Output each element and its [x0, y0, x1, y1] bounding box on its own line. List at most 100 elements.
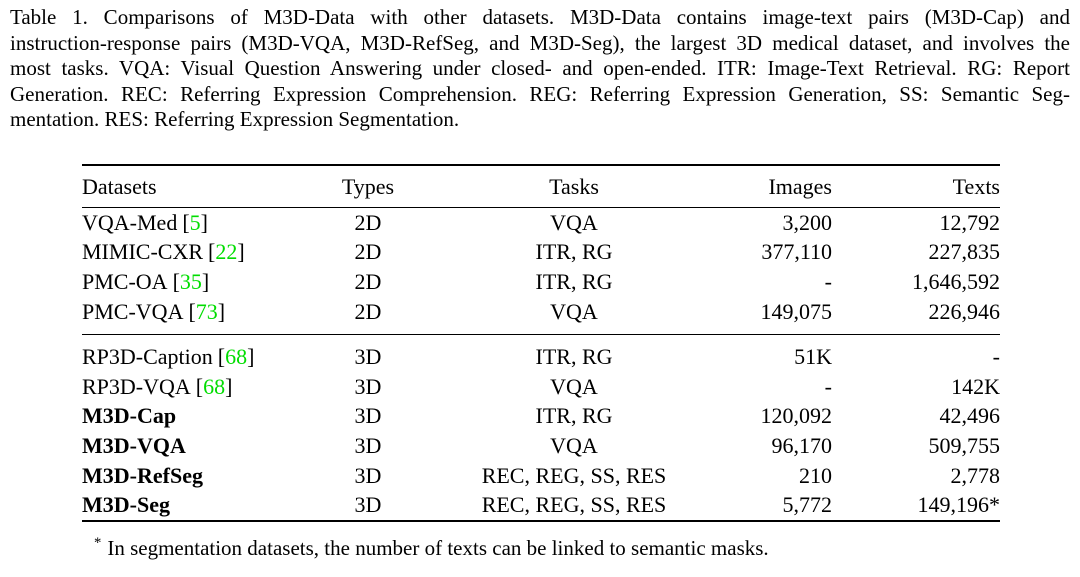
citation-ref[interactable]: [68] [195, 373, 233, 399]
cell-texts: 142K [951, 373, 1000, 399]
cell-images: - [824, 268, 832, 294]
cell-texts: 2,778 [950, 462, 1001, 488]
cell-type: 3D [354, 403, 382, 429]
table-header-row: Datasets Types Tasks Images Texts [82, 166, 1000, 207]
cell-type: 2D [354, 268, 382, 294]
dataset-name: M3D-Cap [82, 403, 177, 429]
citation-number[interactable]: 73 [195, 298, 218, 324]
table-caption: Table 1. Comparisons of M3D-Data with ot… [10, 5, 1070, 133]
dataset-name: PMC-VQA [82, 298, 184, 324]
cell-type: 2D [354, 239, 382, 265]
dataset-name: M3D-VQA [82, 432, 186, 458]
column-header-texts: Texts [952, 173, 1000, 199]
cell-images: 149,075 [760, 298, 833, 324]
cell-dataset: RP3D-Caption [68] [82, 344, 322, 370]
cell-type: 2D [354, 298, 382, 324]
table-rule-bottom [82, 519, 1000, 522]
table-row: MIMIC-CXR [22] 2D ITR, RG 377,110 227,835 [82, 238, 1000, 268]
table-row: PMC-OA [35] 2D ITR, RG - 1,646,592 [82, 267, 1000, 297]
cell-images: - [824, 373, 832, 399]
cell-images: 377,110 [761, 239, 832, 265]
table-rule-top [82, 164, 1000, 166]
column-header-datasets: Datasets [82, 173, 157, 199]
citation-ref[interactable]: [73] [188, 298, 226, 324]
cell-dataset: PMC-VQA [73] [82, 299, 322, 325]
cell-texts: 1,646,592 [912, 268, 1000, 294]
cell-type: 3D [354, 462, 382, 488]
cell-type: 3D [354, 432, 382, 458]
cell-tasks: REC, REG, SS, RES [481, 462, 667, 488]
cell-images: 3,200 [782, 209, 833, 235]
caption-line: Table 1. Comparisons of M3D-Data with ot… [10, 5, 1070, 29]
cell-dataset: M3D-RefSeg [82, 463, 322, 489]
dataset-name: MIMIC-CXR [82, 239, 204, 265]
dataset-name: PMC-OA [82, 268, 168, 294]
dataset-name: RP3D-Caption [82, 344, 213, 370]
caption-line: mentation. RES: Referring Expression Seg… [10, 107, 460, 132]
cell-dataset: RP3D-VQA [68] [82, 374, 322, 400]
cell-images: 51K [794, 344, 832, 370]
citation-number[interactable]: 68 [225, 344, 248, 370]
footnote-asterisk: * [94, 534, 102, 551]
citation-number[interactable]: 5 [189, 209, 201, 235]
cell-dataset: PMC-OA [35] [82, 269, 322, 295]
column-header-tasks: Tasks [549, 173, 599, 199]
dataset-name: VQA-Med [82, 209, 178, 235]
table-rule-mid [82, 334, 1000, 336]
cell-type: 3D [354, 373, 382, 399]
table-row: VQA-Med [5] 2D VQA 3,200 12,792 [82, 208, 1000, 238]
citation-number[interactable]: 22 [215, 239, 238, 265]
cell-images: 5,772 [782, 492, 833, 518]
table-row: M3D-VQA 3D VQA 96,170 509,755 [82, 431, 1000, 461]
cell-tasks: ITR, RG [535, 403, 613, 429]
cell-dataset: M3D-VQA [82, 433, 322, 459]
cell-images: 210 [799, 462, 832, 488]
datasets-comparison-table: Datasets Types Tasks Images Texts VQA-Me… [82, 164, 1000, 561]
caption-line: Generation. REC: Referring Expression Co… [10, 81, 1070, 106]
cell-type: 3D [354, 344, 382, 370]
group-spacer [82, 326, 1000, 334]
cell-type: 2D [354, 209, 382, 235]
footnote-text: In segmentation datasets, the number of … [107, 535, 769, 560]
caption-line: instruction-response pairs (M3D-VQA, M3D… [10, 30, 1070, 55]
cell-tasks: REC, REG, SS, RES [481, 492, 667, 518]
cell-tasks: ITR, RG [535, 344, 613, 370]
group-spacer [82, 335, 1000, 342]
cell-images: 120,092 [760, 403, 833, 429]
citation-ref[interactable]: [22] [208, 239, 245, 265]
cell-tasks: VQA [550, 432, 598, 458]
column-header-types: Types [341, 173, 395, 199]
citation-ref[interactable]: [5] [182, 209, 208, 235]
cell-texts: 149,196* [917, 492, 1001, 518]
cell-tasks: ITR, RG [535, 268, 613, 294]
cell-dataset: M3D-Cap [82, 403, 322, 429]
caption-line: most tasks. VQA: Visual Question Answeri… [10, 56, 1070, 81]
table-rule-header [82, 207, 1000, 208]
citation-ref[interactable]: [35] [172, 268, 210, 294]
dataset-name: M3D-RefSeg [82, 462, 203, 488]
table-row: M3D-RefSeg 3D REC, REG, SS, RES 210 2,77… [82, 461, 1000, 491]
citation-number[interactable]: 68 [203, 373, 226, 399]
cell-type: 3D [354, 492, 382, 518]
table-row: RP3D-VQA [68] 3D VQA - 142K [82, 372, 1000, 402]
cell-texts: - [992, 344, 1000, 370]
column-header-images: Images [768, 173, 832, 199]
cell-dataset: MIMIC-CXR [22] [82, 239, 322, 265]
cell-texts: 509,755 [928, 432, 1001, 458]
dataset-name: RP3D-VQA [82, 373, 191, 399]
table-row: M3D-Cap 3D ITR, RG 120,092 42,496 [82, 402, 1000, 432]
cell-tasks: VQA [550, 298, 598, 324]
cell-texts: 226,946 [928, 298, 1001, 324]
cell-images: 96,170 [771, 432, 833, 458]
cell-texts: 227,835 [928, 239, 1001, 265]
table-row: M3D-Seg 3D REC, REG, SS, RES 5,772 149,1… [82, 490, 1000, 520]
cell-texts: 42,496 [939, 403, 1001, 429]
dataset-name: M3D-Seg [82, 492, 170, 518]
citation-ref[interactable]: [68] [217, 344, 255, 370]
cell-texts: 12,792 [939, 209, 1001, 235]
cell-tasks: VQA [550, 373, 598, 399]
table-row: PMC-VQA [73] 2D VQA 149,075 226,946 [82, 297, 1000, 327]
citation-number[interactable]: 35 [179, 268, 202, 294]
table-footnote: * In segmentation datasets, the number of… [82, 535, 1000, 561]
